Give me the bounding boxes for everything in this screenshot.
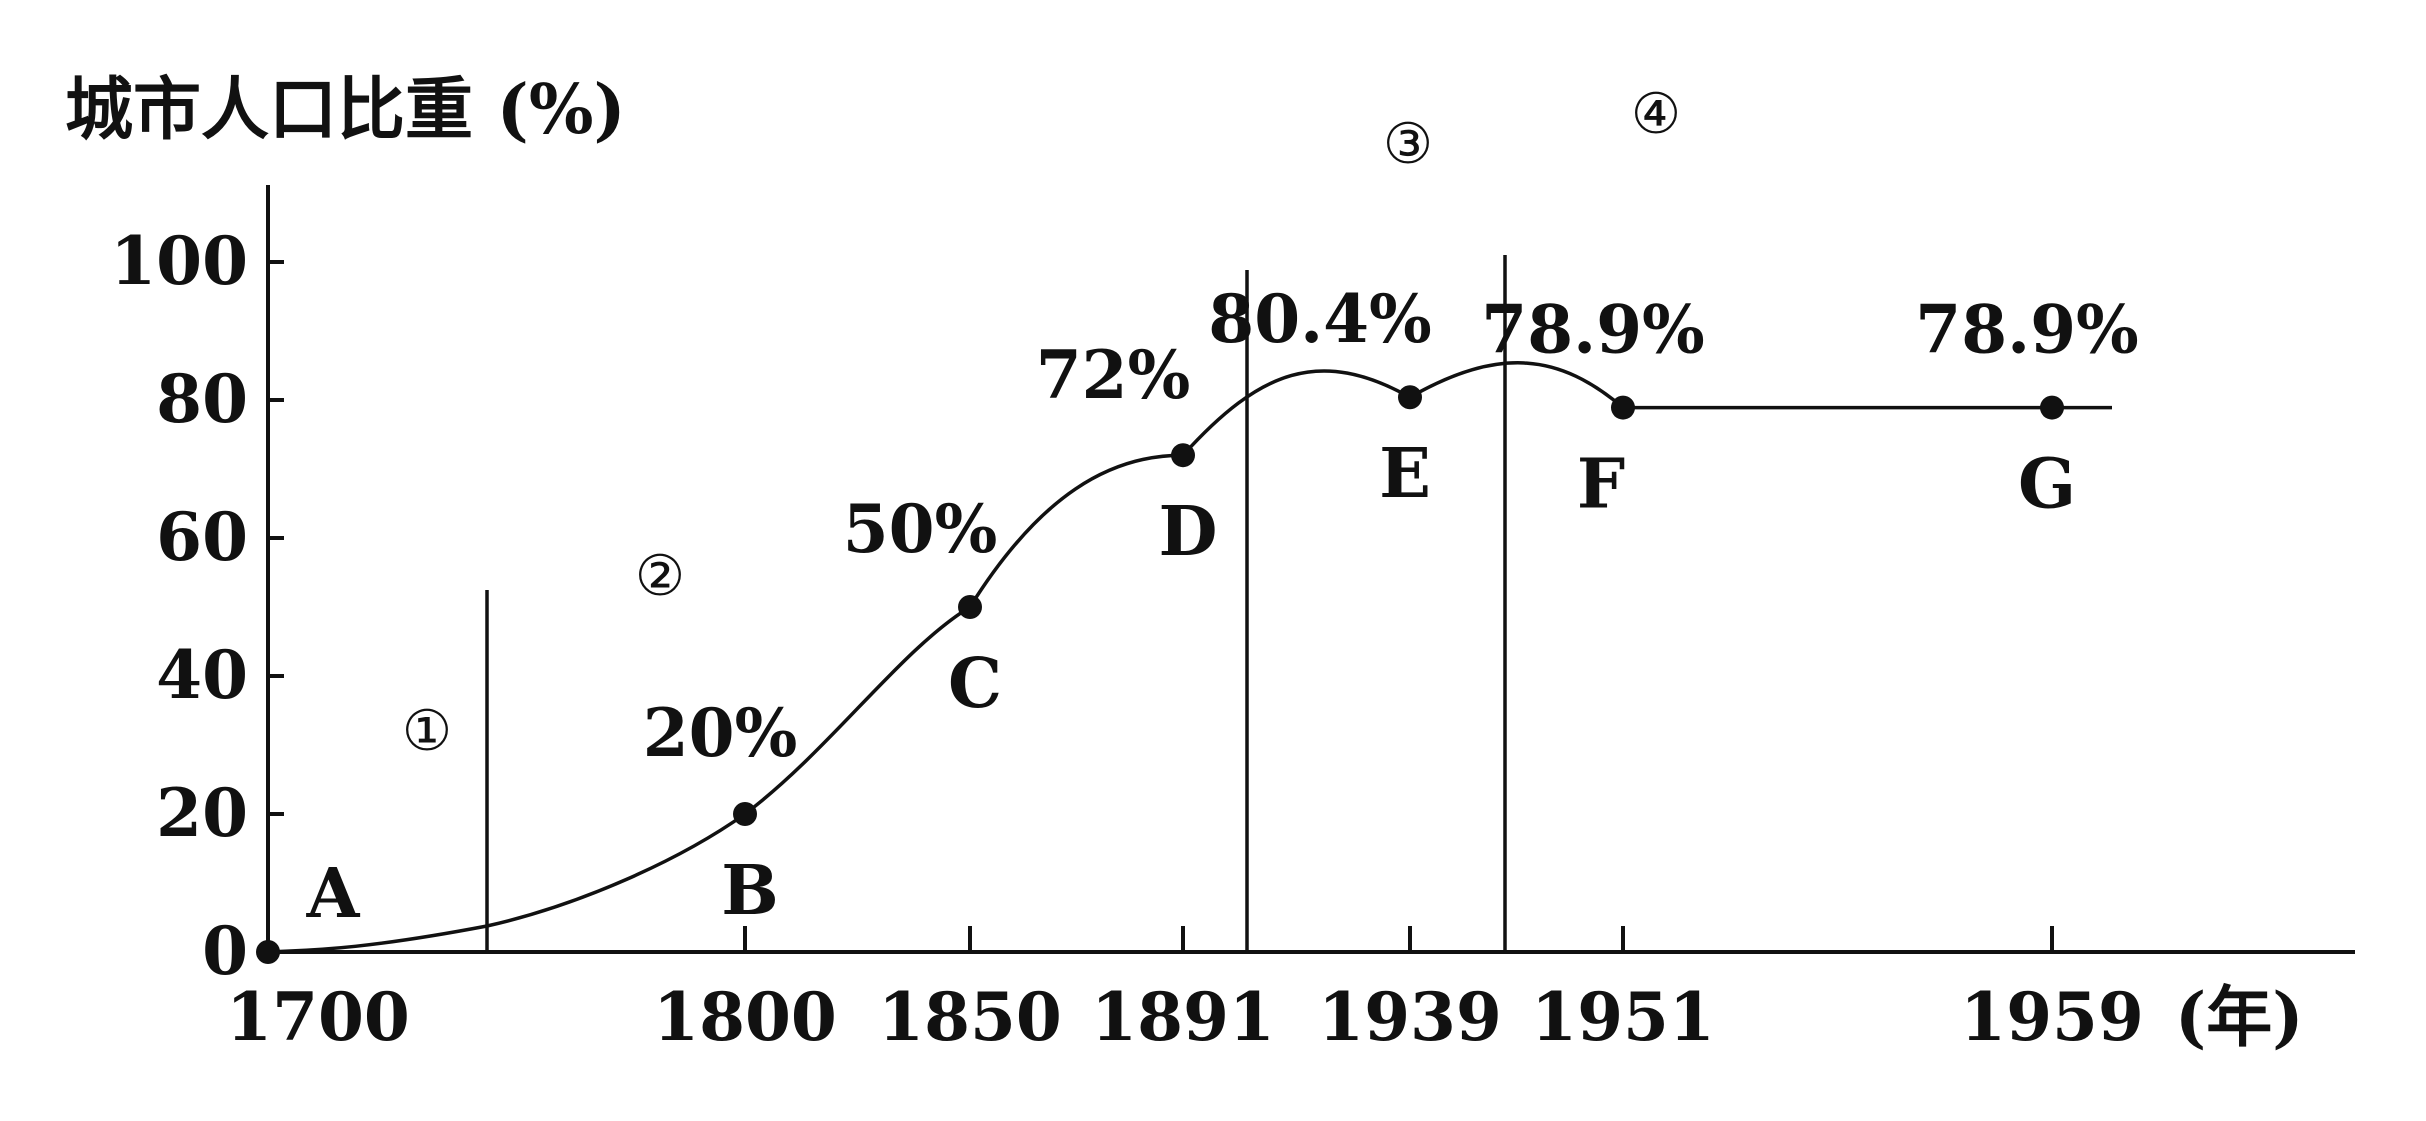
stage-marker: ③ — [1383, 112, 1433, 177]
x-tick-label: 1850 — [878, 978, 1062, 1056]
y-tick-label: 100 — [110, 222, 248, 300]
stage-marker: ② — [635, 544, 685, 609]
data-point-C — [958, 595, 982, 619]
y-axis-title: 城市人口比重 (%) — [65, 70, 626, 150]
data-point-A — [256, 940, 280, 964]
x-tick-label: 1700 — [226, 978, 410, 1056]
x-tick-label: 1951 — [1531, 978, 1715, 1056]
y-tick-label: 80 — [156, 360, 248, 438]
data-point-D — [1171, 443, 1195, 468]
axes: 0 20 40 60 80 100 城市人口比重 (%) 1700 1800 1850 1891 19… — [65, 70, 2355, 1056]
value-label-C: 50% — [843, 490, 998, 568]
point-letter-A: A — [306, 854, 361, 934]
stage-dividers — [485, 255, 1507, 952]
data-point-G — [2040, 395, 2064, 420]
point-letter-F: F — [1577, 445, 1625, 525]
point-letter-C: C — [948, 644, 1002, 724]
y-tick-label: 60 — [156, 498, 248, 576]
y-tick-label: 0 — [202, 912, 248, 990]
stage-marker: ④ — [1631, 82, 1681, 147]
data-points — [256, 385, 2064, 964]
data-point-E — [1398, 385, 1422, 410]
y-tick-label: 20 — [156, 774, 248, 852]
point-letter-D: D — [1159, 492, 1218, 572]
value-label-G: 78.9% — [1915, 291, 2138, 369]
point-letter-B: B — [721, 851, 778, 931]
labels: ① ② ③ ④ A 20% B 50% C 72% D 80.4% E 78.9% F 78.9% G — [306, 82, 2139, 934]
value-label-D: 72% — [1036, 336, 1191, 414]
data-point-B — [733, 802, 757, 826]
x-tick-label: 1891 — [1091, 978, 1275, 1056]
x-tick-label: 1939 — [1318, 978, 1502, 1056]
y-tick-label: 40 — [156, 636, 248, 714]
x-tick-label: 1959 — [1960, 978, 2144, 1056]
value-label-B: 20% — [643, 694, 798, 772]
stage-marker: ① — [402, 699, 452, 764]
point-letter-E: E — [1379, 434, 1431, 514]
point-letter-G: G — [2018, 445, 2076, 525]
value-label-F: 78.9% — [1481, 291, 1704, 369]
data-point-F — [1611, 395, 1635, 420]
value-label-E: 80.4% — [1208, 280, 1431, 358]
x-tick-label: 1800 — [653, 978, 837, 1056]
x-axis-unit: (年) — [2175, 978, 2303, 1056]
